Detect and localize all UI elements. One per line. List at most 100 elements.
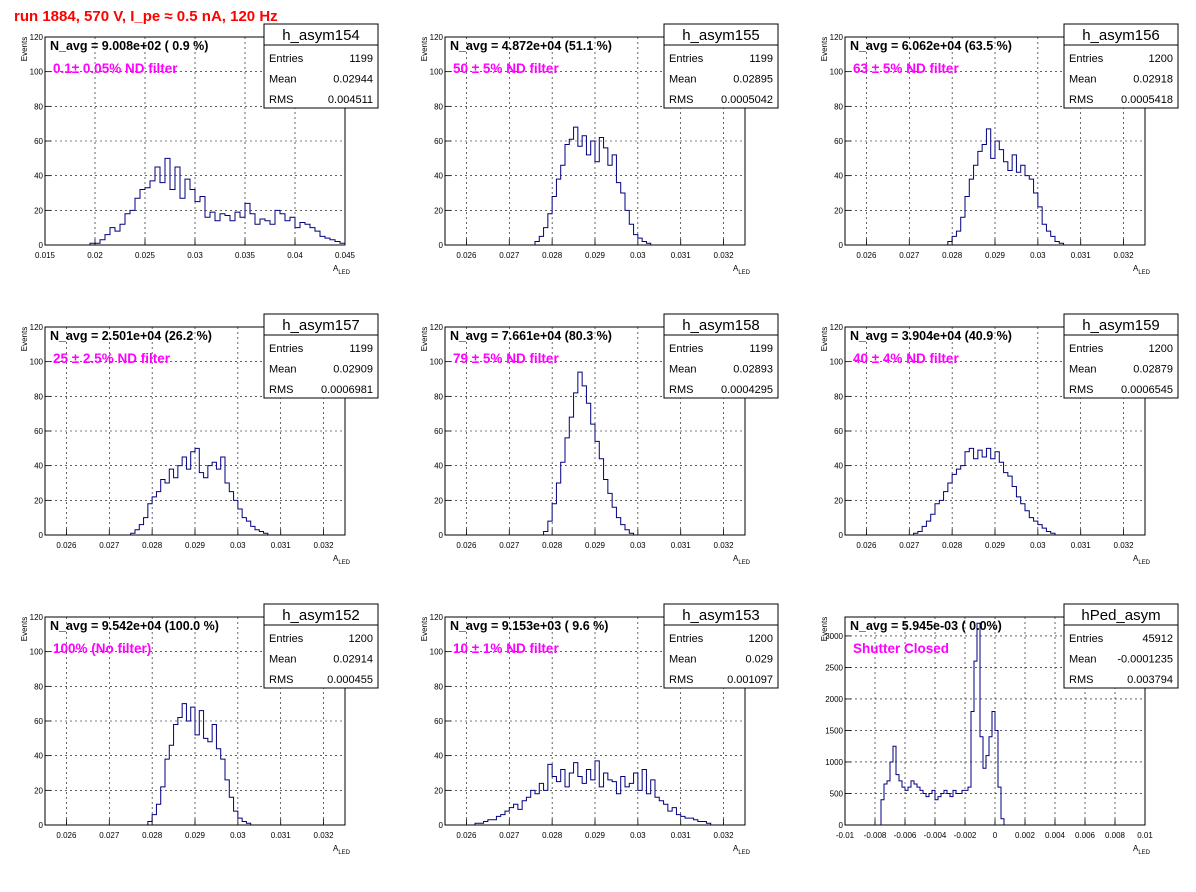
- y-tick-label: 120: [430, 323, 444, 332]
- histogram-bin: [522, 801, 526, 825]
- stats-box: [663, 313, 779, 399]
- histogram-bin: [599, 787, 603, 825]
- x-tick-label: 0.04: [287, 251, 303, 260]
- histogram-bin: [1008, 170, 1012, 245]
- histogram-bin: [1016, 172, 1020, 245]
- histogram-bin: [186, 469, 190, 535]
- histogram-bin: [672, 808, 676, 825]
- histogram-bin: [621, 525, 625, 535]
- stats-rms-label: RMS: [269, 674, 293, 686]
- stats-box: [263, 313, 379, 399]
- stats-mean-label: Mean: [669, 654, 697, 666]
- stats-rms-value: 0.001097: [727, 674, 773, 686]
- histogram-bin: [599, 459, 603, 535]
- histogram-bin: [586, 155, 590, 245]
- y-tick-label: 60: [434, 717, 443, 726]
- y-tick-label: 1000: [825, 758, 843, 767]
- x-tick-label: 0.029: [585, 541, 606, 550]
- x-tick-label: -0.002: [954, 831, 977, 840]
- x-tick-label: 0.027: [99, 831, 120, 840]
- stats-entries-value: 1199: [349, 343, 373, 355]
- histogram-bin: [664, 804, 668, 825]
- histogram-h-asym153: 0.026 0.027 0.028 0.029 0.03 0.031 0.032 0 20 40 6…: [420, 603, 779, 856]
- histogram-bin: [492, 820, 496, 825]
- y-tick-label: 80: [34, 392, 43, 401]
- y-tick-label: 100: [830, 68, 844, 77]
- histogram-bin: [1021, 165, 1025, 245]
- histogram-bin: [983, 768, 986, 825]
- stats-rms-label: RMS: [269, 384, 293, 396]
- histogram-bin: [556, 782, 560, 825]
- y-tick-label: 20: [834, 496, 843, 505]
- histogram-bin: [920, 790, 923, 825]
- histogram-bin: [255, 530, 259, 535]
- x-axis-label: ALED: [1133, 844, 1151, 856]
- histogram-bin: [216, 749, 220, 825]
- histogram-bin: [991, 158, 995, 245]
- y-tick-label: 80: [34, 682, 43, 691]
- stats-entries-value: 1200: [749, 633, 773, 645]
- stats-title: h_asym153: [682, 607, 760, 624]
- histogram-bin: [531, 790, 535, 825]
- histogram-pad-h-asym157: 0.026 0.027 0.028 0.029 0.03 0.031 0.032 0 20 40 6…: [10, 312, 400, 602]
- histogram-line: [543, 371, 635, 535]
- stats-entries-value: 1200: [1149, 53, 1173, 65]
- histogram-bin: [230, 221, 235, 245]
- x-tick-label: 0.002: [1015, 831, 1036, 840]
- y-tick-label: 120: [830, 33, 844, 42]
- x-tick-label: 0.008: [1105, 831, 1126, 840]
- histogram-bin: [634, 773, 638, 825]
- x-tick-label: 0.028: [942, 541, 963, 550]
- x-tick-label: 0.03: [230, 831, 246, 840]
- histogram-bin: [917, 787, 920, 825]
- stats-entries-value: 1199: [349, 53, 373, 65]
- histogram-bin: [694, 820, 698, 825]
- y-axis-label: Events: [20, 617, 29, 641]
- filter-annotation: 10 ± 1% ND filter: [453, 641, 559, 656]
- y-tick-label: 0: [439, 241, 444, 250]
- histogram-bin: [582, 386, 586, 535]
- histogram-pad-hped-asym: -0.01 -0.008 -0.006 -0.004 -0.002 0 0.002 0.004…: [810, 602, 1196, 892]
- y-tick-label: 60: [434, 427, 443, 436]
- x-tick-label: 0.031: [1071, 541, 1092, 550]
- histogram-bin: [629, 224, 633, 245]
- y-tick-label: 0: [439, 531, 444, 540]
- stats-title: h_asym156: [1082, 27, 1160, 44]
- histogram-bin: [574, 127, 578, 245]
- stats-mean-value: -0.0001235: [1117, 654, 1173, 666]
- histogram-bin: [295, 228, 300, 245]
- histogram-bin: [165, 483, 169, 535]
- stats-mean-value: 0.02918: [1133, 74, 1173, 86]
- histogram-bin: [191, 707, 195, 825]
- x-axis-label: ALED: [733, 844, 751, 856]
- histogram-bin: [484, 822, 488, 825]
- histogram-bin: [569, 139, 573, 245]
- stats-box: [263, 23, 379, 109]
- histogram-bin: [265, 221, 270, 245]
- stats-mean-label: Mean: [269, 364, 297, 376]
- histogram-bin: [539, 783, 543, 825]
- histogram-bin: [914, 784, 917, 825]
- histogram-bin: [1016, 497, 1020, 535]
- stats-title: h_asym157: [282, 317, 360, 334]
- histogram-bin: [210, 212, 215, 245]
- stats-rms-value: 0.000455: [327, 674, 373, 686]
- histogram-bin: [148, 504, 152, 535]
- histogram-pad-h-asym159: 0.026 0.027 0.028 0.029 0.03 0.031 0.032 0 20 40 6…: [810, 312, 1196, 602]
- stats-entries-value: 45912: [1142, 633, 1173, 645]
- y-tick-label: 80: [434, 682, 443, 691]
- histogram-bin: [290, 217, 295, 245]
- histogram-bin: [488, 820, 492, 825]
- stats-mean-label: Mean: [1069, 74, 1097, 86]
- x-tick-label: 0.026: [56, 831, 77, 840]
- filter-annotation: 63 ± 5% ND filter: [853, 61, 959, 76]
- histogram-bin: [305, 224, 310, 245]
- histogram-bin: [926, 797, 929, 825]
- histogram-bin: [944, 492, 948, 535]
- histogram-bin: [240, 217, 245, 245]
- histogram-bin: [152, 497, 156, 535]
- histogram-bin: [204, 738, 208, 825]
- histogram-bin: [651, 780, 655, 825]
- histogram-bin: [655, 797, 659, 825]
- y-tick-label: 0: [839, 531, 844, 540]
